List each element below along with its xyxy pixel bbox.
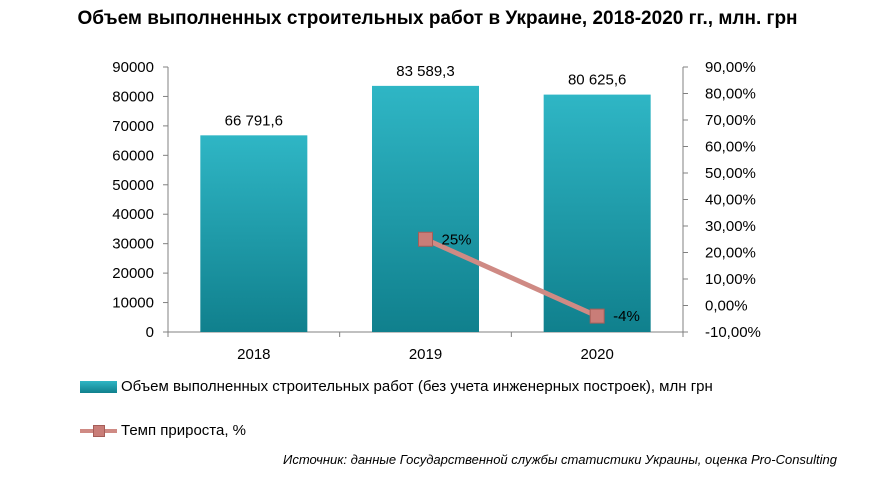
left-axis: 0 10000 20000 30000 40000 50000 60000 70000 8000… [112, 59, 169, 341]
right-tick-label: 80,00% [705, 86, 756, 103]
left-tick-label: 60000 [112, 147, 154, 164]
bar [200, 135, 308, 332]
right-tick-label: 0,00% [705, 298, 748, 315]
x-tick-label: 2018 [237, 346, 270, 363]
left-tick-label: 70000 [112, 118, 154, 135]
right-tick-label: 70,00% [705, 112, 756, 129]
legend-bar-swatch [80, 380, 117, 393]
left-tick-label: 20000 [112, 265, 154, 282]
source-note: Источник: данные Государственной службы … [283, 452, 837, 467]
left-tick-label: 90000 [112, 59, 154, 76]
legend-line-label: Темп прироста, % [121, 422, 247, 439]
left-tick-label: 30000 [112, 236, 154, 253]
right-tick-label: 10,00% [705, 271, 756, 288]
left-tick-label: 0 [146, 324, 154, 341]
bar-data-label: 66 791,6 [225, 112, 283, 129]
chart-title: Объем выполненных строительных работ в У… [77, 8, 798, 29]
right-tick-label: 90,00% [705, 59, 756, 76]
left-tick-label: 10000 [112, 295, 154, 312]
x-axis: 2018 2019 2020 [167, 331, 684, 363]
right-tick-label: -10,00% [705, 324, 761, 341]
right-tick-label: 20,00% [705, 245, 756, 262]
right-tick-label: 40,00% [705, 192, 756, 209]
right-tick-label: 50,00% [705, 165, 756, 182]
growth-line [424, 236, 599, 319]
bar-data-label: 83 589,3 [396, 63, 454, 80]
growth-data-label: 25% [442, 231, 472, 248]
right-tick-label: 60,00% [705, 139, 756, 156]
bar-data-label: 80 625,6 [568, 72, 626, 89]
x-tick-label: 2019 [409, 346, 442, 363]
legend-line-swatch [80, 424, 117, 437]
bar-series: 66 791,6 83 589,3 80 625,6 [200, 63, 651, 333]
legend-bar-label: Объем выполненных строительных работ (бе… [121, 378, 713, 395]
x-tick-label: 2020 [580, 346, 613, 363]
right-tick-label: 30,00% [705, 218, 756, 235]
line-series: 25% -4% [418, 231, 640, 325]
growth-marker [589, 308, 605, 324]
bar [543, 94, 651, 332]
bar [372, 85, 479, 333]
growth-marker [418, 231, 433, 247]
left-tick-label: 80000 [112, 88, 154, 105]
left-tick-label: 40000 [112, 206, 154, 223]
right-axis: -10,00% 0,00% 10,00% 20,00% 30,00% 40,00% 50,0… [682, 59, 761, 341]
left-tick-label: 50000 [112, 177, 154, 194]
growth-data-label: -4% [613, 308, 640, 325]
legend-item-line: Темп прироста, % [80, 422, 246, 439]
legend-item-bar: Объем выполненных строительных работ (бе… [80, 378, 713, 395]
